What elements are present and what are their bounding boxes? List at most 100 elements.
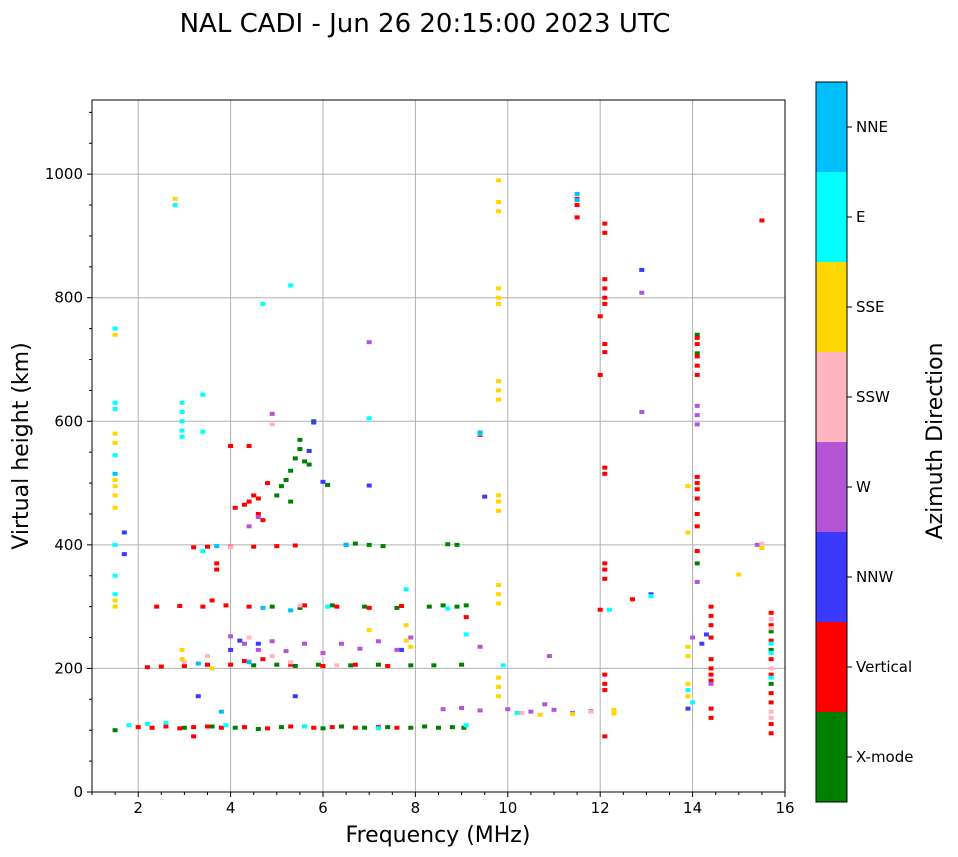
echo-point-e — [463, 723, 469, 728]
echo-point-vertical — [602, 465, 608, 470]
echo-point-x-mode — [362, 725, 368, 730]
echo-point-e — [112, 406, 118, 411]
echo-point-sse — [496, 397, 502, 402]
echo-point-w — [440, 707, 446, 712]
colorbar-tick-label: SSW — [856, 388, 890, 406]
echo-point-sse — [759, 545, 765, 550]
echo-point-vertical — [694, 511, 700, 516]
echo-point-x-mode — [329, 603, 335, 608]
echo-point-vertical — [694, 335, 700, 340]
echo-point-nnw — [399, 647, 405, 652]
echo-point-w — [269, 639, 275, 644]
echo-point-e — [179, 410, 185, 415]
echo-point-sse — [112, 604, 118, 609]
echo-point-vertical — [352, 662, 358, 667]
echo-point-w — [408, 635, 414, 640]
echo-point-e — [288, 283, 294, 288]
echo-point-vertical — [602, 342, 608, 347]
echo-point-w — [528, 709, 534, 714]
echo-point-sse — [611, 707, 617, 712]
echo-point-x-mode — [436, 725, 441, 730]
echo-point-vertical — [602, 221, 608, 226]
echo-point-nnw — [366, 483, 372, 488]
echo-point-vertical — [694, 342, 700, 347]
echo-point-sse — [569, 712, 575, 717]
echo-point-vertical — [597, 314, 603, 319]
echo-point-nnw — [639, 267, 645, 272]
x-axis-label: Frequency (MHz) — [346, 823, 531, 848]
echo-point-x-mode — [694, 332, 700, 337]
echo-point-e — [112, 542, 118, 547]
colorbar-segment — [816, 352, 847, 442]
echo-point-vertical — [574, 215, 580, 220]
echo-point-vertical — [694, 496, 700, 501]
echo-point-x-mode — [278, 484, 284, 489]
echo-point-ssw — [768, 715, 774, 720]
echo-point-vertical — [708, 613, 714, 618]
echo-point-ssw — [288, 660, 294, 665]
echo-point-sse — [685, 681, 691, 686]
echo-point-x-mode — [408, 725, 414, 730]
echo-point-vertical — [630, 597, 636, 602]
echo-point-vertical — [768, 722, 774, 727]
echo-point-vertical — [232, 505, 238, 510]
echo-point-sse — [112, 332, 118, 337]
echo-point-vertical — [768, 623, 774, 628]
echo-point-sse — [496, 684, 502, 689]
echo-point-vertical — [311, 725, 317, 730]
echo-point-w — [394, 647, 400, 652]
echo-point-vertical — [708, 715, 714, 720]
echo-point-vertical — [177, 604, 183, 609]
echo-point-w — [366, 340, 372, 345]
echo-point-x-mode — [302, 459, 308, 464]
colorbar-label: Azimuth Direction — [923, 342, 948, 539]
x-tick-label: 4 — [226, 799, 236, 817]
echo-point-nnw — [195, 694, 201, 699]
echo-point-nnw — [121, 552, 127, 557]
echo-point-vertical — [228, 662, 234, 667]
echo-point-w — [255, 515, 261, 520]
echo-point-nne — [112, 471, 118, 476]
y-tick-label: 1000 — [45, 165, 83, 183]
echo-point-sse — [112, 484, 118, 489]
echo-point-vertical — [251, 544, 257, 549]
echo-point-e — [768, 650, 774, 655]
echo-point-vertical — [241, 725, 247, 730]
echo-point-vertical — [205, 544, 210, 549]
echo-point-x-mode — [768, 629, 774, 634]
echo-point-vertical — [768, 700, 774, 705]
echo-point-x-mode — [426, 604, 432, 609]
echo-point-vertical — [218, 725, 224, 730]
echo-point-x-mode — [255, 726, 261, 731]
colorbar-segment — [816, 532, 847, 622]
echo-point-w — [694, 422, 700, 427]
echo-point-w — [338, 641, 344, 646]
echo-point-vertical — [366, 605, 372, 610]
colorbar-tick-label: NNW — [856, 568, 893, 586]
echo-point-vertical — [768, 731, 774, 736]
echo-point-sse — [685, 484, 691, 489]
echo-point-vertical — [144, 665, 150, 670]
echo-point-nnw — [699, 641, 705, 646]
echo-point-sse — [112, 505, 118, 510]
echo-point-ssw — [269, 654, 275, 659]
echo-point-x-mode — [366, 542, 372, 547]
echo-point-w — [639, 410, 645, 415]
x-tick-label: 6 — [318, 799, 328, 817]
echo-point-ssw — [588, 709, 594, 714]
echo-point-x-mode — [449, 725, 455, 730]
echo-point-nnw — [255, 641, 261, 646]
x-tick-label: 14 — [683, 799, 702, 817]
echo-point-vertical — [288, 662, 294, 667]
echo-point-nnw — [306, 448, 312, 453]
echo-point-vertical — [708, 623, 714, 628]
echo-point-x-mode — [459, 662, 465, 667]
echo-point-x-mode — [297, 605, 303, 610]
echo-point-x-mode — [288, 468, 294, 473]
echo-point-e — [179, 400, 185, 405]
echo-point-x-mode — [274, 493, 280, 498]
echo-point-vertical — [602, 561, 608, 566]
echo-point-w — [269, 411, 275, 416]
echo-point-e — [500, 663, 506, 668]
